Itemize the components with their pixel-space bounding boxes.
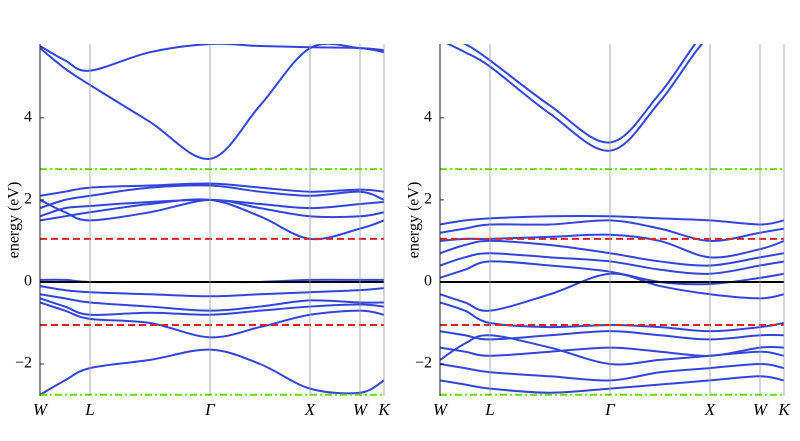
x-tick-label: W [353, 400, 369, 419]
x-tick-label: W [753, 400, 769, 419]
y-tick-label: 4 [424, 109, 432, 126]
x-tick-label: K [377, 400, 391, 419]
band-line [446, 44, 704, 152]
plot-area [40, 44, 384, 396]
x-tick-label: L [484, 400, 494, 419]
x-tick-label: K [777, 400, 791, 419]
x-tick-label: W [433, 400, 449, 419]
band-line [462, 44, 697, 144]
band-line [40, 44, 384, 160]
y-tick-label: 2 [424, 191, 432, 208]
x-tick-label: Γ [204, 400, 216, 419]
band-line [440, 301, 784, 333]
x-tick-label: L [84, 400, 94, 419]
y-axis-label: energy (eV) [406, 182, 423, 259]
x-tick-label: Γ [604, 400, 616, 419]
band-line [40, 44, 384, 72]
y-tick-label: 4 [24, 109, 32, 126]
y-tick-label: 2 [24, 191, 32, 208]
plot-area [440, 44, 784, 396]
band-line [40, 285, 384, 298]
x-tick-label: W [33, 400, 49, 419]
band-line [40, 301, 384, 339]
x-tick-label: X [704, 400, 716, 419]
y-axis-label: energy (eV) [6, 182, 23, 259]
y-tick-label: 0 [424, 273, 432, 290]
y-tick-label: −2 [15, 355, 32, 372]
band-line [40, 198, 384, 218]
x-tick-label: X [304, 400, 316, 419]
y-tick-label: 0 [24, 273, 32, 290]
band-line [40, 198, 384, 222]
band-line [440, 375, 784, 394]
band-line [40, 184, 384, 210]
y-tick-label: −2 [415, 355, 432, 372]
band-line [40, 348, 384, 396]
band-line [440, 272, 784, 312]
